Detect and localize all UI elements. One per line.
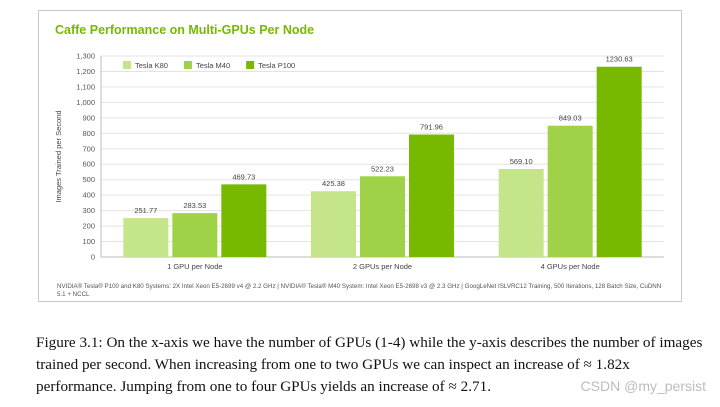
category-label: 4 GPUs per Node [541,262,600,271]
bar [172,213,218,257]
y-tick-label: 600 [82,160,95,169]
data-label: 569.10 [510,157,533,166]
y-tick-label: 800 [82,129,95,138]
bar [123,218,169,257]
bar-chart: 0 100 200 300 400 500 600 700 800 900 1,000 1,100 1,… [54,52,664,271]
bar [547,125,593,257]
legend-swatch [246,61,255,69]
y-tick-label: 500 [82,175,95,184]
data-label: 522.23 [371,164,394,173]
y-tick-label: 100 [82,237,95,246]
legend-swatch [183,61,192,69]
category-label: 1 GPU per Node [167,262,222,271]
y-tick-label: 400 [82,191,95,200]
y-tick-label: 700 [82,144,95,153]
data-label: 791.96 [420,123,443,132]
data-label: 1230.63 [606,55,633,64]
bar [360,176,405,257]
legend-swatch [123,61,131,69]
legend-label: Tesla M40 [196,61,230,70]
bar [221,184,267,257]
bar [409,134,454,257]
bar [311,191,356,257]
y-tick-label: 1,100 [76,82,95,91]
chart-title: Caffe Performance on Multi-GPUs Per Node [55,23,315,37]
legend-label: Tesla K80 [135,61,168,70]
y-tick-label: 1,200 [76,67,95,76]
data-label: 251.77 [134,206,157,215]
y-tick-label: 1,000 [76,98,95,107]
y-tick-label: 0 [91,253,95,262]
legend-label: Tesla P100 [258,61,295,70]
y-tick-label: 900 [82,113,95,122]
chart-footnote: NVIDIA® Tesla® P100 and K80 Systems: 2X … [57,283,662,298]
y-tick-label: 1,300 [76,52,95,61]
y-tick-label: 300 [82,206,95,215]
chart-panel: Caffe Performance on Multi-GPUs Per Node… [38,10,682,302]
bar [596,66,642,257]
y-tick-label: 200 [82,222,95,231]
bar [498,169,544,257]
data-label: 849.03 [559,114,582,123]
data-label: 425.38 [322,179,345,188]
category-label: 2 GPUs per Node [353,262,412,271]
data-label: 283.53 [183,201,206,210]
y-axis-label: Images Trained per Second [54,110,63,202]
data-label: 469.73 [232,172,255,181]
watermark: CSDN @my_persist [580,378,706,394]
figure-caption: Figure 3.1: On the x-axis we have the nu… [36,334,703,395]
